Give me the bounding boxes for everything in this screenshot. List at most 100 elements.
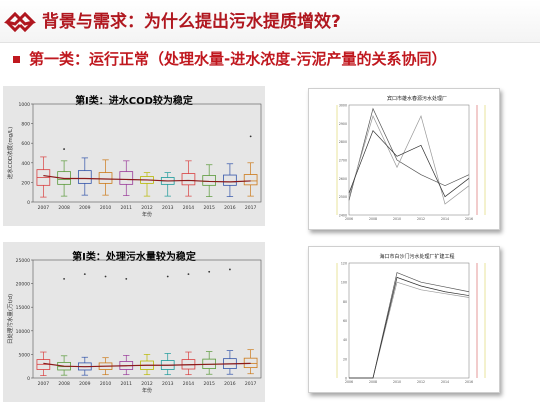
boxplot-svg: 0 200 400 600 800 1000 2007 2008 2009 2010 2011 201… — [6, 102, 262, 218]
y-tick-label: 20000 — [16, 282, 30, 288]
outlier-point — [166, 275, 169, 278]
x-tick-label: 2010 — [393, 380, 401, 384]
x-tick-label: 2008 — [369, 217, 377, 221]
outlier-point — [63, 277, 65, 280]
box — [223, 174, 237, 186]
boxplot-svg: 0 5000 10000 15000 20000 25000 2007 2008 2009 201… — [6, 258, 262, 394]
outlier-point — [187, 273, 190, 276]
outlier-point — [125, 277, 128, 280]
box — [202, 175, 217, 186]
series-line — [348, 130, 470, 198]
x-tick-label: 2008 — [369, 380, 377, 384]
y-tick-label: 2400 — [339, 214, 347, 218]
x-tick-label: 2013 — [162, 205, 174, 211]
x-tick-label: 2007 — [38, 205, 50, 211]
x-tick-label: 2006 — [345, 380, 353, 384]
y-axis-label: 日处理污水量(万t/d) — [6, 294, 14, 344]
outlier-point — [249, 135, 252, 138]
y-tick-label: 80 — [343, 300, 347, 304]
chart-title: 第Ⅰ类：进水COD较为稳定 — [75, 96, 193, 107]
outlier-point — [83, 273, 86, 276]
plant-line-chart-2: 海口市白沙门污水处理厂扩建工程 0 20 40 60 80 100 120 2006 2008 20… — [308, 246, 500, 393]
line-chart-svg: 宾口市雄水春源污水处理厂 2400 2500 2600 2700 2800 2900 3000… — [336, 95, 486, 221]
x-tick-label: 2012 — [417, 217, 425, 221]
y-tick-label: 2500 — [339, 195, 347, 199]
bullet-square-icon — [13, 56, 20, 63]
plot-frame — [32, 259, 262, 379]
x-tick-label: 2013 — [162, 381, 174, 387]
y-tick-label: 100 — [341, 281, 347, 285]
x-tick-label: 2014 — [183, 381, 195, 387]
x-tick-label: 2007 — [38, 381, 50, 387]
flow-boxplot-chart: 第Ⅰ类：处理污水量较为稳定 0 5000 10000 15000 20000 25000 2… — [3, 242, 265, 402]
x-tick-label: 2016 — [224, 381, 236, 387]
y-tick-label: 1000 — [19, 102, 31, 108]
y-tick-label: 40 — [343, 338, 347, 342]
y-tick-label: 800 — [21, 122, 30, 128]
university-logo-icon — [4, 11, 36, 33]
line-chart-svg: 海口市白沙门污水处理厂扩建工程 0 20 40 60 80 100 120 2006 2008 20… — [336, 253, 486, 384]
series-line — [349, 276, 470, 379]
x-axis-label: 年份 — [142, 211, 152, 218]
x-tick-label: 2009 — [79, 205, 91, 211]
y-tick-label: 2900 — [339, 122, 347, 126]
y-axis-label: 进水COD浓度(mg/L) — [6, 127, 14, 179]
header-bar: 背景与需求：为什么提出污水提质增效? — [0, 0, 540, 43]
y-tick-label: 2800 — [339, 140, 347, 144]
x-tick-label: 2010 — [100, 205, 112, 211]
y-tick-label: 10000 — [16, 329, 30, 335]
series-line — [349, 272, 470, 379]
y-tick-label: 5000 — [19, 352, 31, 358]
series-line — [349, 281, 470, 379]
y-tick-label: 0 — [345, 377, 347, 381]
x-tick-label: 2016 — [465, 217, 473, 221]
x-tick-label: 2010 — [100, 381, 112, 387]
x-tick-label: 2008 — [58, 381, 70, 387]
series-line — [348, 114, 470, 205]
plot-frame — [32, 103, 262, 203]
x-tick-label: 2014 — [441, 380, 449, 384]
x-tick-label: 2012 — [141, 381, 153, 387]
x-tick-label: 2011 — [121, 205, 133, 211]
x-tick-label: 2015 — [203, 381, 215, 387]
plant-chart-title: 海口市白沙门污水处理厂扩建工程 — [379, 253, 454, 260]
median-trend-line — [43, 362, 251, 368]
plant-chart-title: 宾口市雄水春源污水处理厂 — [387, 95, 447, 102]
box — [181, 173, 196, 186]
plot-frame — [348, 262, 470, 379]
y-tick-label: 25000 — [16, 258, 30, 264]
y-tick-label: 200 — [21, 180, 30, 186]
outlier-point — [208, 270, 211, 273]
y-tick-label: 20 — [343, 357, 347, 361]
plant-line-chart-1: 宾口市雄水春源污水处理厂 2400 2500 2600 2700 2800 2900 3000… — [308, 88, 500, 230]
outlier-point — [229, 268, 231, 271]
y-tick-label: 120 — [341, 262, 347, 266]
chart-title: 第Ⅰ类：处理污水量较为稳定 — [72, 252, 196, 263]
y-tick-label: 2700 — [339, 159, 347, 163]
x-tick-label: 2008 — [58, 205, 70, 211]
plot-frame — [348, 104, 470, 216]
x-tick-label: 2016 — [465, 380, 473, 384]
x-tick-label: 2016 — [224, 205, 236, 211]
x-axis-label: 年份 — [142, 387, 152, 394]
outlier-point — [63, 148, 65, 150]
y-tick-label: 2600 — [339, 177, 347, 181]
box — [77, 170, 92, 184]
y-tick-label: 3000 — [339, 104, 347, 108]
y-tick-label: 15000 — [16, 305, 30, 311]
box — [243, 174, 258, 186]
box — [243, 357, 258, 369]
box — [98, 172, 113, 184]
x-tick-label: 2011 — [121, 381, 133, 387]
box — [119, 171, 134, 185]
median-trend-line — [43, 174, 251, 183]
cod-boxplot-chart: 第Ⅰ类：进水COD较为稳定 0 200 400 600 800 1000 2007 2008 2… — [3, 86, 265, 226]
y-tick-label: 0 — [27, 200, 30, 206]
y-tick-label: 60 — [343, 319, 347, 323]
x-tick-label: 2006 — [345, 217, 353, 221]
x-tick-label: 2012 — [417, 380, 425, 384]
x-tick-label: 2015 — [203, 205, 215, 211]
slide-title: 背景与需求：为什么提出污水提质增效? — [42, 12, 341, 32]
x-tick-label: 2017 — [245, 381, 257, 387]
